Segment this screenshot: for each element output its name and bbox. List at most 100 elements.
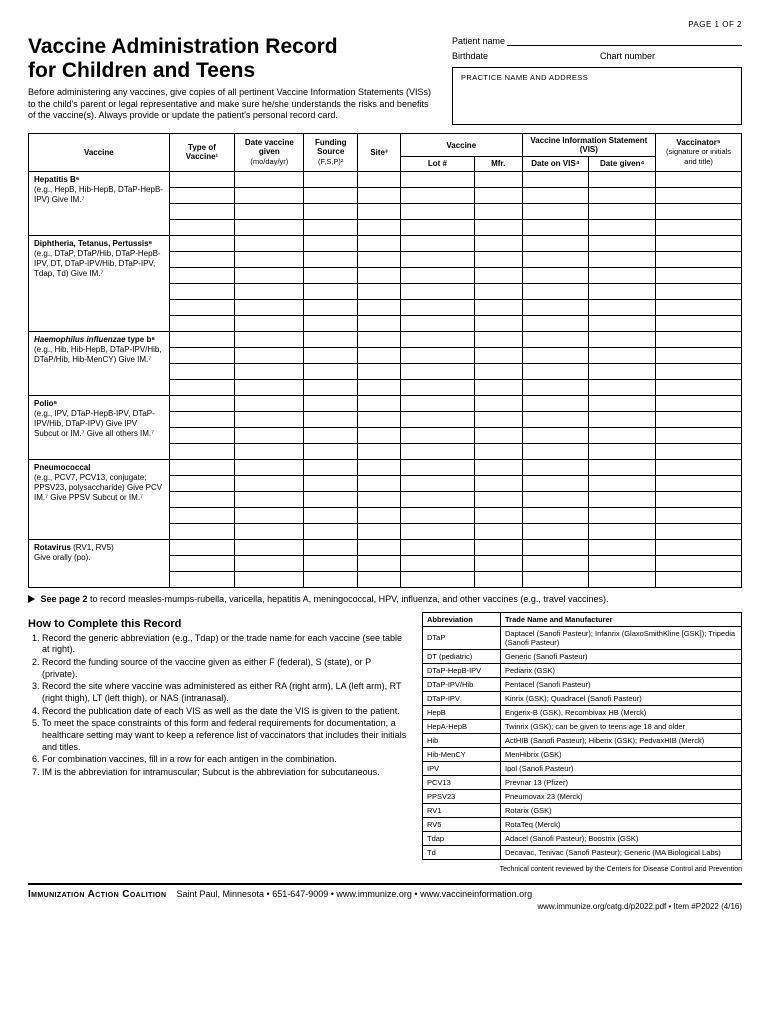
blank-cell[interactable] (358, 475, 401, 491)
blank-cell[interactable] (358, 251, 401, 267)
blank-cell[interactable] (400, 411, 474, 427)
blank-cell[interactable] (304, 507, 358, 523)
blank-cell[interactable] (304, 203, 358, 219)
blank-cell[interactable] (400, 267, 474, 283)
blank-cell[interactable] (358, 443, 401, 459)
blank-cell[interactable] (304, 267, 358, 283)
blank-cell[interactable] (235, 347, 304, 363)
blank-cell[interactable] (522, 443, 589, 459)
blank-cell[interactable] (304, 443, 358, 459)
blank-cell[interactable] (474, 539, 522, 555)
blank-cell[interactable] (589, 427, 656, 443)
blank-cell[interactable] (656, 219, 742, 235)
blank-cell[interactable] (358, 235, 401, 251)
blank-cell[interactable] (169, 315, 235, 331)
blank-cell[interactable] (656, 187, 742, 203)
blank-cell[interactable] (522, 283, 589, 299)
blank-cell[interactable] (589, 539, 656, 555)
blank-cell[interactable] (169, 171, 235, 187)
blank-cell[interactable] (474, 347, 522, 363)
blank-cell[interactable] (358, 395, 401, 411)
blank-cell[interactable] (169, 331, 235, 347)
blank-cell[interactable] (400, 251, 474, 267)
blank-cell[interactable] (474, 443, 522, 459)
blank-cell[interactable] (656, 507, 742, 523)
blank-cell[interactable] (304, 235, 358, 251)
blank-cell[interactable] (474, 171, 522, 187)
blank-cell[interactable] (169, 187, 235, 203)
blank-cell[interactable] (400, 475, 474, 491)
blank-cell[interactable] (589, 379, 656, 395)
blank-cell[interactable] (304, 379, 358, 395)
blank-cell[interactable] (235, 475, 304, 491)
blank-cell[interactable] (474, 411, 522, 427)
blank-cell[interactable] (235, 235, 304, 251)
blank-cell[interactable] (522, 203, 589, 219)
blank-cell[interactable] (656, 411, 742, 427)
blank-cell[interactable] (235, 251, 304, 267)
blank-cell[interactable] (169, 443, 235, 459)
blank-cell[interactable] (358, 523, 401, 539)
blank-cell[interactable] (656, 571, 742, 587)
blank-cell[interactable] (656, 379, 742, 395)
blank-cell[interactable] (235, 299, 304, 315)
blank-cell[interactable] (474, 571, 522, 587)
blank-cell[interactable] (474, 363, 522, 379)
blank-cell[interactable] (235, 315, 304, 331)
blank-cell[interactable] (235, 203, 304, 219)
blank-cell[interactable] (358, 331, 401, 347)
blank-cell[interactable] (169, 379, 235, 395)
blank-cell[interactable] (656, 555, 742, 571)
blank-cell[interactable] (522, 571, 589, 587)
blank-cell[interactable] (589, 171, 656, 187)
blank-cell[interactable] (656, 171, 742, 187)
blank-cell[interactable] (656, 315, 742, 331)
blank-cell[interactable] (474, 555, 522, 571)
blank-cell[interactable] (358, 411, 401, 427)
blank-cell[interactable] (656, 299, 742, 315)
blank-cell[interactable] (358, 491, 401, 507)
blank-cell[interactable] (656, 539, 742, 555)
blank-cell[interactable] (358, 219, 401, 235)
blank-cell[interactable] (589, 219, 656, 235)
blank-cell[interactable] (522, 171, 589, 187)
blank-cell[interactable] (358, 363, 401, 379)
blank-cell[interactable] (474, 395, 522, 411)
blank-cell[interactable] (522, 459, 589, 475)
blank-cell[interactable] (304, 347, 358, 363)
blank-cell[interactable] (358, 347, 401, 363)
blank-cell[interactable] (400, 363, 474, 379)
blank-cell[interactable] (474, 203, 522, 219)
blank-cell[interactable] (358, 459, 401, 475)
blank-cell[interactable] (304, 171, 358, 187)
blank-cell[interactable] (169, 203, 235, 219)
blank-cell[interactable] (169, 363, 235, 379)
blank-cell[interactable] (235, 571, 304, 587)
blank-cell[interactable] (474, 219, 522, 235)
blank-cell[interactable] (522, 331, 589, 347)
blank-cell[interactable] (522, 267, 589, 283)
blank-cell[interactable] (656, 235, 742, 251)
blank-cell[interactable] (474, 331, 522, 347)
blank-cell[interactable] (235, 411, 304, 427)
blank-cell[interactable] (589, 443, 656, 459)
blank-cell[interactable] (656, 283, 742, 299)
blank-cell[interactable] (522, 363, 589, 379)
blank-cell[interactable] (235, 267, 304, 283)
blank-cell[interactable] (589, 555, 656, 571)
blank-cell[interactable] (522, 427, 589, 443)
blank-cell[interactable] (169, 523, 235, 539)
blank-cell[interactable] (589, 395, 656, 411)
blank-cell[interactable] (589, 267, 656, 283)
chart-number-field[interactable]: Chart number (600, 51, 742, 61)
blank-cell[interactable] (656, 347, 742, 363)
blank-cell[interactable] (235, 363, 304, 379)
blank-cell[interactable] (235, 507, 304, 523)
blank-cell[interactable] (235, 459, 304, 475)
blank-cell[interactable] (522, 251, 589, 267)
blank-cell[interactable] (474, 475, 522, 491)
blank-cell[interactable] (474, 187, 522, 203)
blank-cell[interactable] (474, 507, 522, 523)
blank-cell[interactable] (400, 539, 474, 555)
blank-cell[interactable] (474, 315, 522, 331)
